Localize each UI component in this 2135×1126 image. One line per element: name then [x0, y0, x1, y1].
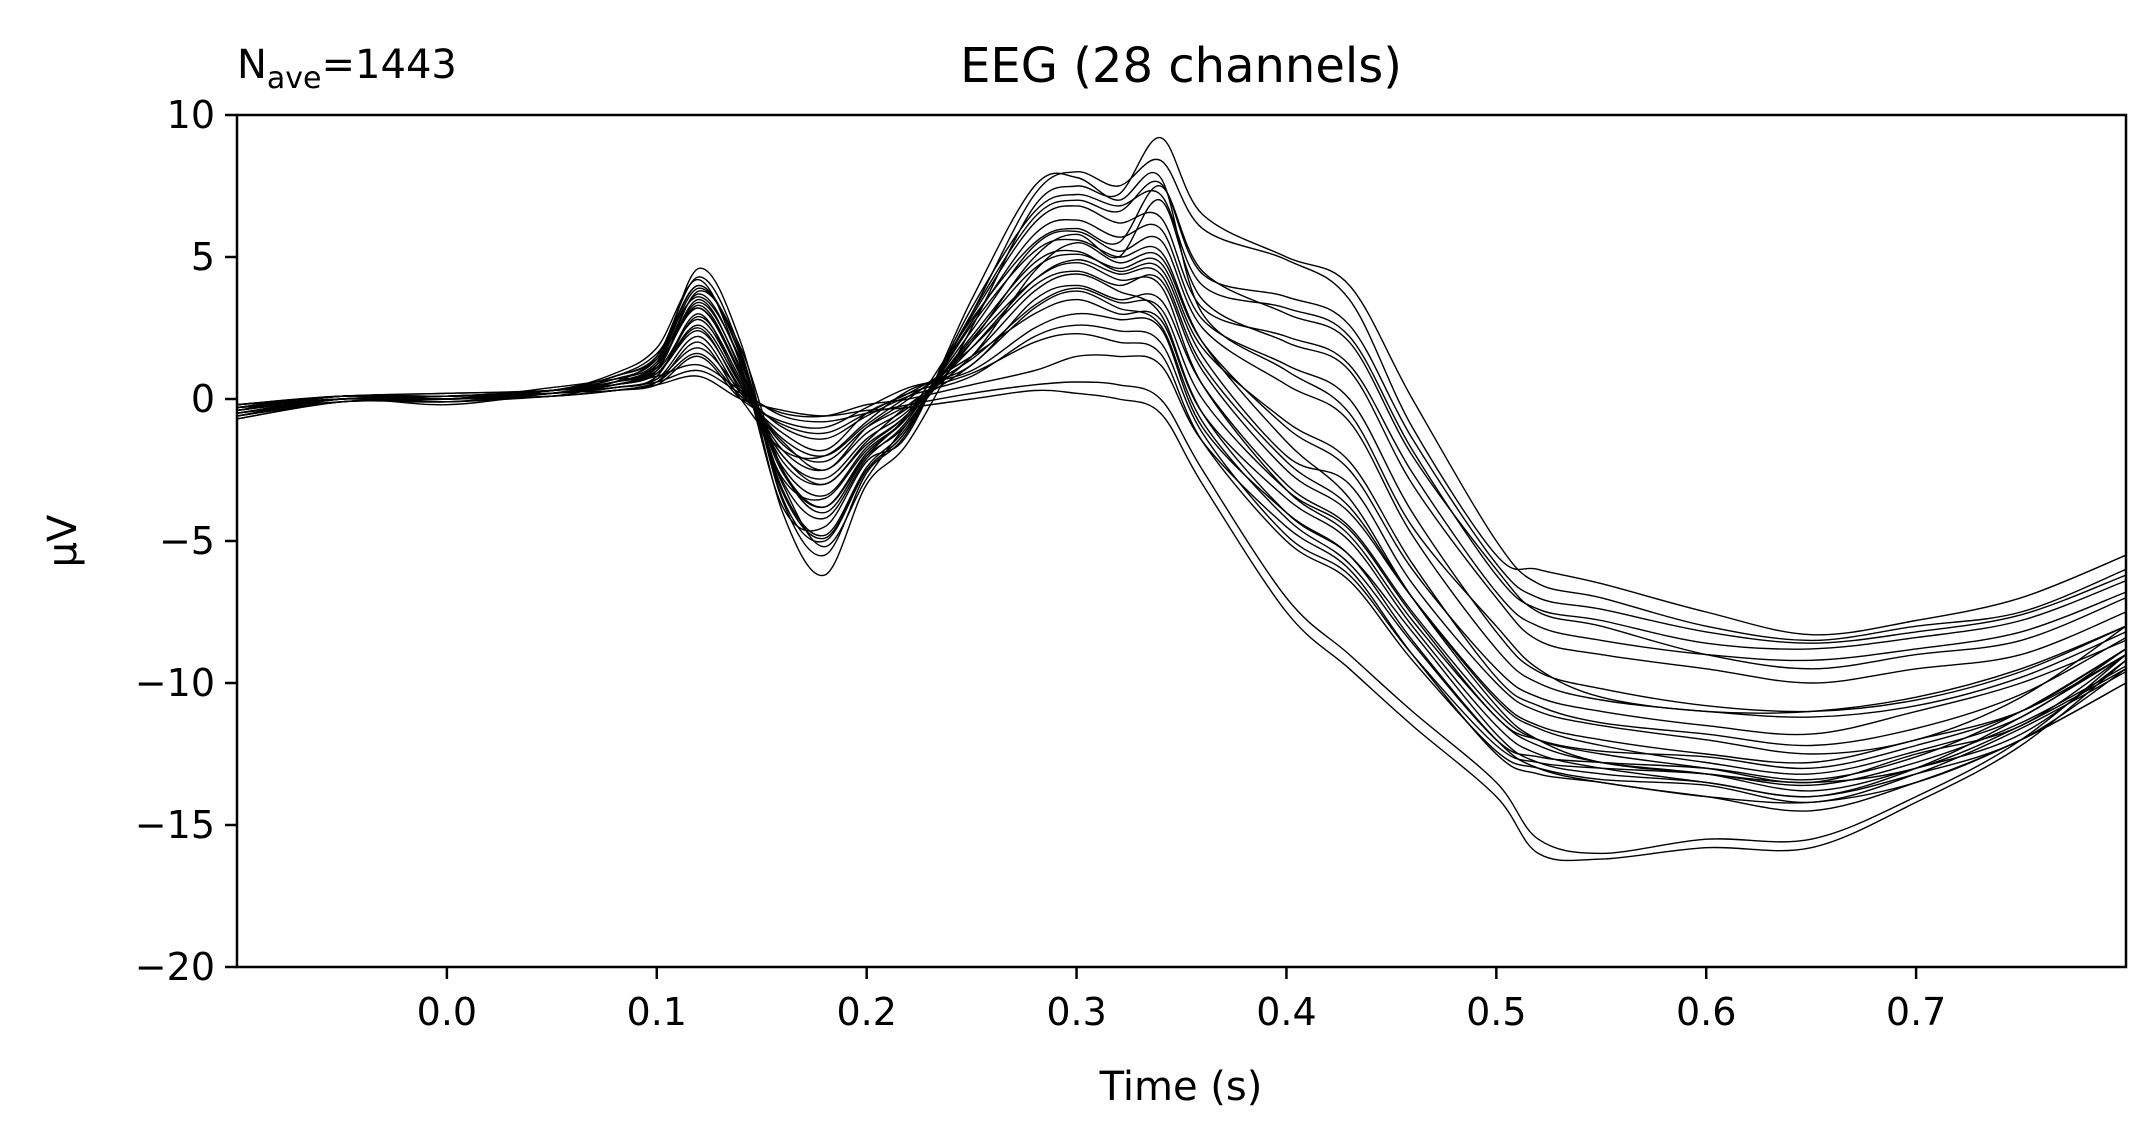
y-axis-label: µV — [40, 514, 86, 567]
series-layer — [237, 136, 2126, 862]
x-tick-label: 0.2 — [836, 990, 896, 1034]
eeg-channel-line-6 — [237, 242, 2126, 736]
eeg-channel-line-23 — [237, 219, 2126, 713]
y-tick-label: −10 — [135, 661, 215, 705]
eeg-channel-line-5 — [237, 171, 2126, 714]
eeg-channel-line-22 — [237, 230, 2126, 718]
x-axis-label: Time (s) — [1099, 1064, 1263, 1110]
x-tick-label: 0.0 — [417, 990, 477, 1034]
eeg-channel-line-28 — [237, 180, 2126, 644]
eeg-channel-line-4 — [237, 199, 2126, 684]
eeg-channel-line-8 — [237, 270, 2126, 764]
x-tick-label: 0.1 — [627, 990, 687, 1034]
x-tick-label: 0.6 — [1676, 990, 1736, 1034]
x-tick-label: 0.7 — [1886, 990, 1946, 1034]
nave-value: =1443 — [322, 42, 457, 88]
y-tick-label: −5 — [159, 519, 215, 563]
y-tick-label: 5 — [191, 235, 215, 279]
y-tick-label: −20 — [135, 945, 215, 989]
eeg-channel-line-26 — [237, 259, 2126, 775]
eeg-channel-line-25 — [237, 333, 2126, 804]
eeg-channel-line-24 — [237, 287, 2126, 770]
nave-annotation: Nave=1443 — [237, 42, 457, 96]
eeg-channel-line-14 — [237, 354, 2126, 804]
x-tick-label: 0.5 — [1466, 990, 1526, 1034]
y-axis: 10 5 0 −5 −10 −15 −20 — [135, 93, 237, 989]
eeg-channel-line-27 — [237, 253, 2126, 747]
y-tick-label: 0 — [191, 377, 215, 421]
eeg-channel-line-17 — [237, 273, 2126, 798]
x-tick-label: 0.4 — [1256, 990, 1316, 1034]
y-tick-label: −15 — [135, 803, 215, 847]
chart-title: EEG (28 channels) — [960, 38, 1402, 94]
eeg-channel-line-20 — [237, 205, 2126, 662]
eeg-channel-line-3 — [237, 185, 2126, 670]
plot-frame — [235, 113, 2128, 969]
x-tick-label: 0.3 — [1046, 990, 1106, 1034]
x-axis: 0.0 0.1 0.2 0.3 0.4 0.5 0.6 0.7 — [417, 967, 1946, 1034]
y-tick-label: 10 — [167, 93, 215, 137]
nave-subscript: ave — [267, 61, 322, 96]
nave-symbol: N — [237, 42, 267, 88]
eeg-channel-line-21 — [237, 190, 2126, 650]
